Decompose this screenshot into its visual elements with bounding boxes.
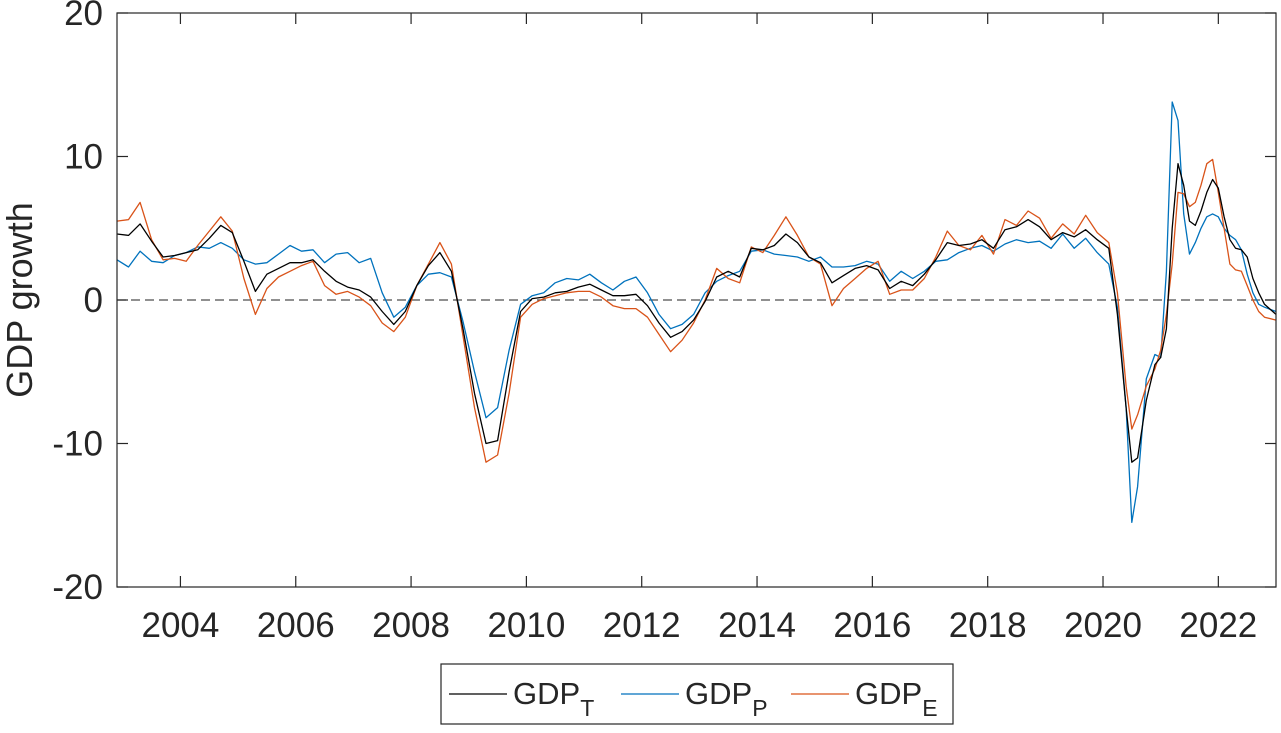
legend-label-e: GDPE (855, 676, 938, 721)
legend: GDPT GDPP GDPE (440, 663, 954, 725)
x-tick-label: 2020 (1064, 606, 1142, 645)
x-tick-label: 2016 (833, 606, 911, 645)
legend-label-subscript: E (922, 695, 937, 721)
legend-label-p: GDPP (685, 676, 768, 721)
legend-label-base: GDP (513, 676, 580, 711)
y-axis-label: GDP growth (0, 202, 40, 397)
series-group (116, 101, 1277, 524)
axes-group: 2004 2006 2008 2010 2012 2014 2016 2018 2020 2022… (52, 0, 1277, 645)
y-tick-label: 0 (84, 281, 103, 320)
legend-label-base: GDP (685, 676, 752, 711)
x-tick-label: 2010 (487, 606, 565, 645)
series-line-gdp-e (116, 158, 1277, 463)
x-tick-label: 2012 (603, 606, 681, 645)
series-line-gdp-t (116, 163, 1277, 463)
legend-label-subscript: P (752, 695, 767, 721)
y-tick-label: -10 (52, 425, 103, 464)
x-tick-label: 2008 (372, 606, 450, 645)
y-tick-label: -20 (52, 568, 103, 607)
y-tick-label: 10 (64, 138, 103, 177)
x-tick-label: 2018 (949, 606, 1027, 645)
legend-label-base: GDP (855, 676, 922, 711)
x-tick-label: 2004 (141, 606, 219, 645)
x-tick-label: 2006 (257, 606, 335, 645)
x-tick-label: 2014 (718, 606, 796, 645)
legend-label-t: GDPT (513, 676, 594, 721)
y-tick-label: 20 (64, 0, 103, 33)
legend-box (440, 663, 954, 725)
legend-label-subscript: T (580, 695, 594, 721)
x-tick-label: 2022 (1179, 606, 1257, 645)
